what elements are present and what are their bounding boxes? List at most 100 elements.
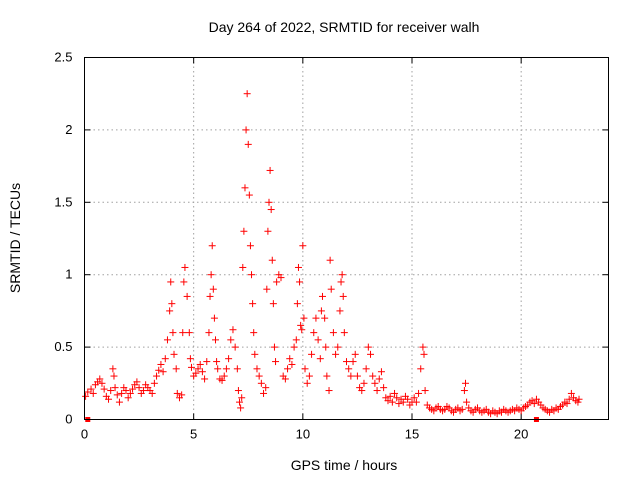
data-point-72: [218, 376, 226, 384]
data-point-155: [351, 350, 359, 358]
data-point-16: [115, 398, 123, 406]
data-point-206: [460, 387, 468, 395]
data-point-35: [157, 360, 165, 368]
data-point-2: [87, 385, 95, 393]
data-point-124: [298, 326, 306, 334]
data-point-98: [257, 379, 265, 387]
data-point-42: [169, 329, 177, 337]
data-point-116: [286, 355, 294, 363]
data-point-6: [96, 375, 104, 383]
data-point-145: [334, 343, 342, 351]
data-point-64: [207, 271, 215, 279]
data-point-164: [371, 379, 379, 387]
data-point-177: [399, 398, 407, 406]
data-point-161: [364, 343, 372, 351]
data-point-260: [575, 395, 583, 403]
data-point-50: [181, 263, 189, 271]
data-point-256: [567, 389, 575, 397]
data-point-163: [369, 372, 377, 380]
data-point-156: [353, 372, 361, 380]
data-point-80: [234, 387, 242, 395]
data-point-160: [362, 365, 370, 373]
data-point-19: [122, 387, 130, 395]
data-point-78: [231, 343, 239, 351]
data-point-91: [246, 242, 254, 250]
data-point-144: [332, 350, 340, 358]
data-point-54: [187, 363, 195, 371]
grid-lines: [84, 57, 609, 420]
data-point-151: [343, 358, 350, 366]
data-point-74: [222, 365, 230, 373]
data-point-170: [384, 397, 392, 405]
data-point-118: [290, 343, 298, 351]
data-point-62: [205, 329, 213, 337]
data-point-96: [253, 365, 261, 373]
data-point-122: [296, 278, 304, 286]
data-point-132: [312, 314, 320, 322]
data-point-101: [263, 285, 271, 293]
data-point-166: [375, 375, 383, 383]
data-point-36: [159, 368, 167, 376]
x-tick-label-1: 5: [190, 427, 197, 442]
data-point-159: [360, 379, 368, 387]
data-point-53: [186, 355, 194, 363]
data-point-136: [318, 292, 326, 300]
data-point-58: [196, 360, 204, 368]
data-point-152: [345, 365, 353, 373]
data-point-187: [420, 350, 428, 358]
data-point-73: [220, 372, 228, 380]
data-point-183: [412, 398, 420, 406]
data-point-94: [250, 329, 258, 337]
data-point-57: [194, 365, 202, 373]
data-point-128: [303, 379, 311, 387]
data-point-153: [347, 372, 355, 380]
data-point-182: [410, 394, 418, 402]
data-point-22: [129, 385, 137, 393]
data-point-120: [293, 300, 301, 308]
data-point-106: [268, 256, 276, 264]
data-point-103: [265, 198, 273, 206]
data-point-3: [89, 389, 97, 397]
y-tick-labels: 0 0.5 1 1.5 2 2.5: [54, 50, 72, 427]
data-point-127: [301, 365, 309, 373]
y-axis-label: SRMTID / TECUs: [7, 183, 23, 293]
x-axis-label: GPS time / hours: [291, 457, 398, 473]
data-point-0: [82, 392, 90, 400]
data-point-168: [380, 384, 388, 392]
y-tick-label-2: 1: [65, 267, 72, 282]
data-point-93: [249, 300, 257, 308]
data-point-77: [229, 326, 237, 334]
data-point-112: [277, 274, 285, 282]
data-point-63: [206, 292, 214, 300]
y-tick-label-1: 0.5: [54, 339, 72, 354]
data-point-13: [110, 372, 118, 380]
data-point-24: [133, 378, 141, 386]
data-point-76: [227, 336, 235, 344]
data-point-1: [84, 388, 92, 396]
data-point-115: [284, 365, 292, 373]
data-point-44: [172, 365, 180, 373]
data-point-162: [367, 350, 375, 358]
data-point-41: [168, 300, 176, 308]
data-point-109: [272, 358, 280, 366]
data-point-188: [421, 387, 429, 395]
data-point-123: [297, 321, 305, 329]
data-point-158: [358, 387, 366, 395]
data-point-14: [111, 384, 119, 392]
data-points: [82, 90, 583, 422]
data-point-150: [340, 329, 348, 337]
data-point-32: [150, 379, 158, 387]
data-point-143: [329, 329, 337, 337]
y-tick-label-0: 0: [65, 412, 72, 427]
data-point-43: [170, 350, 178, 358]
data-point-104: [266, 166, 274, 174]
x-tick-label-4: 20: [514, 427, 528, 442]
data-point-146: [336, 307, 344, 315]
data-point-51: [183, 292, 191, 300]
x-tick-label-3: 15: [405, 427, 419, 442]
data-point-148: [338, 271, 346, 279]
data-point-79: [233, 365, 241, 373]
data-point-34: [155, 366, 163, 374]
data-point-110: [273, 278, 281, 286]
data-point-175: [395, 400, 403, 408]
